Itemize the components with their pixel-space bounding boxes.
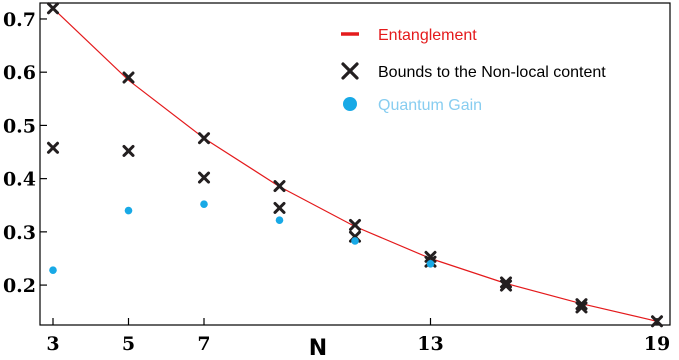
- quantum-gain-point: [351, 237, 359, 245]
- bound-point: [273, 180, 286, 193]
- quantum-gain-point: [49, 266, 57, 274]
- bound-point: [47, 141, 59, 154]
- x-axis-title: N: [309, 336, 327, 360]
- bound-point: [349, 218, 361, 231]
- legend-label: Bounds to the Non-local content: [378, 64, 606, 81]
- x-tick-label: 19: [644, 333, 670, 355]
- legend-circle-swatch: [343, 97, 357, 111]
- x-tick-label: 13: [417, 333, 443, 355]
- bound-point: [273, 201, 286, 214]
- bound-point: [651, 315, 663, 328]
- x-tick-label: 7: [197, 333, 210, 355]
- bound-point: [575, 301, 588, 314]
- quantum-gain-point: [124, 206, 133, 215]
- x-tick-label: 3: [46, 333, 59, 355]
- legend-label: Quantum Gain: [378, 97, 482, 114]
- legend-label: Entanglement: [378, 27, 477, 44]
- x-tick-label: 5: [122, 333, 135, 355]
- quantum-gain-point: [275, 216, 284, 224]
- quantum-gain-point: [426, 259, 435, 268]
- bound-point: [198, 132, 210, 145]
- y-tick-label: 0.5: [3, 115, 36, 137]
- y-tick-label: 0.7: [3, 9, 36, 31]
- legend-x-swatch: [341, 62, 359, 80]
- bound-point: [500, 279, 512, 292]
- y-tick-label: 0.2: [3, 275, 36, 297]
- plot-area: [47, 2, 663, 328]
- bound-point: [198, 171, 210, 184]
- bound-point: [500, 276, 512, 289]
- y-tick-label: 0.3: [3, 222, 36, 244]
- quantum-gain-point: [200, 200, 208, 208]
- entanglement-line: [52, 7, 658, 322]
- bound-point: [122, 144, 135, 157]
- plot-frame: [39, 2, 671, 326]
- bound-point: [47, 2, 59, 15]
- bound-point: [575, 298, 588, 311]
- y-tick-label: 0.6: [3, 62, 36, 84]
- legend: Entanglement Bounds to the Non-local cont…: [341, 27, 606, 114]
- y-tick-label: 0.4: [3, 169, 36, 191]
- bound-point: [122, 71, 135, 84]
- ticks: 3 5 7 13 19 0.2 0.3 0.4 0.5 0.6 0.7: [3, 9, 670, 355]
